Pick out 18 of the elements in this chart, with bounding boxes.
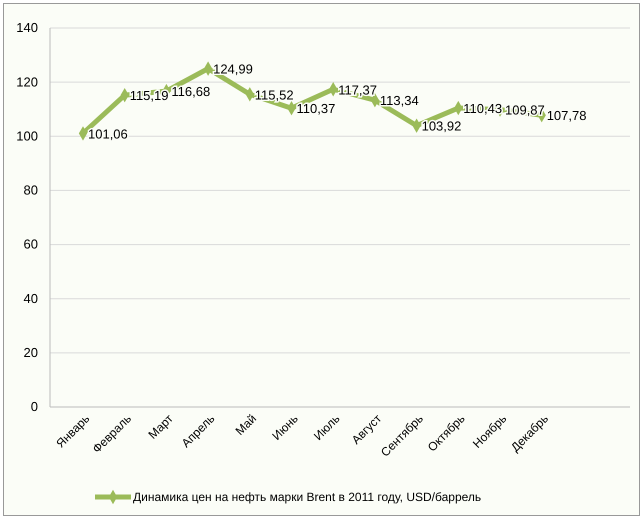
- data-label: 103,92: [422, 118, 462, 134]
- data-label: 101,06: [88, 126, 128, 142]
- data-label: 110,37: [296, 101, 336, 116]
- data-label: 107,78: [546, 108, 586, 124]
- data-label: 113,34: [380, 93, 419, 108]
- y-tick-label: 20: [24, 345, 38, 360]
- data-label: 115,52: [254, 87, 294, 102]
- y-tick-label: 60: [24, 236, 38, 252]
- data-label: 124,99: [213, 62, 253, 77]
- data-label: 117,37: [338, 82, 377, 98]
- y-tick-label: 80: [24, 182, 38, 198]
- y-tick-label: 0: [30, 399, 38, 414]
- y-tick-label: 120: [16, 74, 38, 90]
- legend-label: Динамика цен на нефть марки Brent в 2011 году, USD/баррель: [133, 490, 482, 504]
- y-tick-label: 140: [16, 20, 38, 36]
- y-tick-label: 100: [16, 128, 38, 144]
- data-label: 116,68: [171, 84, 210, 100]
- y-tick-label: 40: [24, 290, 38, 306]
